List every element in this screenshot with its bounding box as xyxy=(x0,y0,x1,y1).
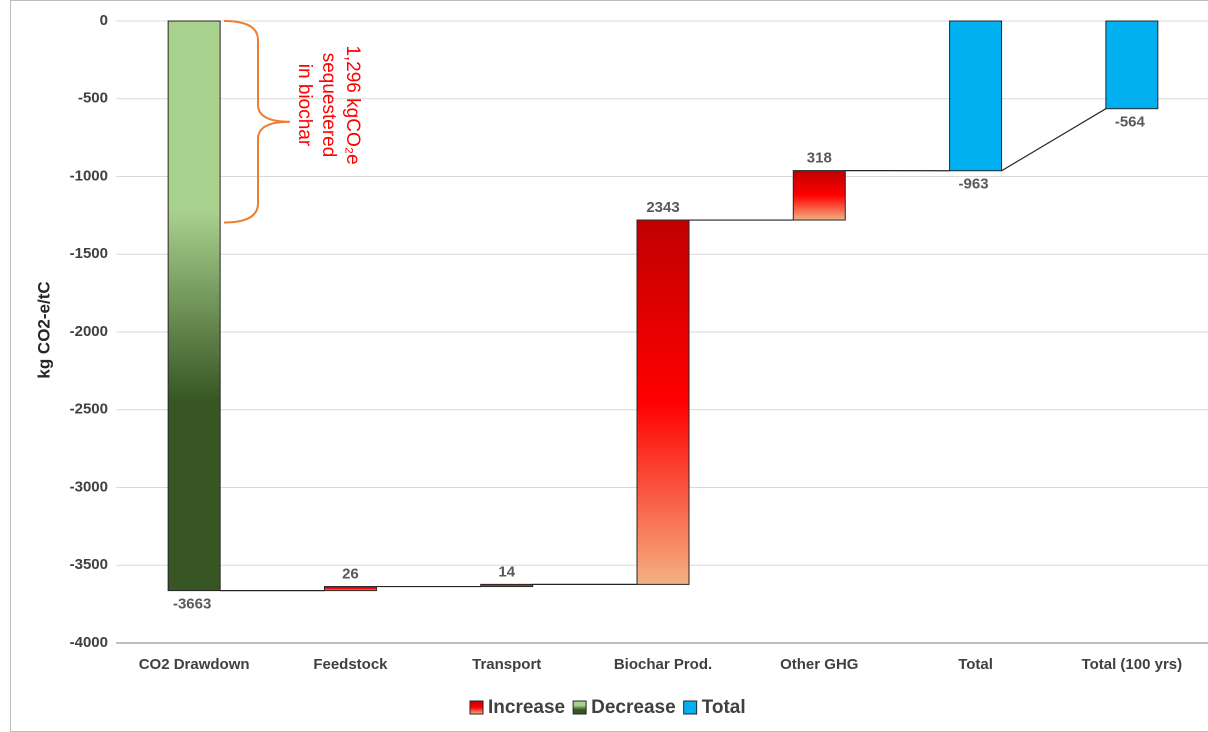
value-label: 14 xyxy=(498,563,515,580)
annotation-text: sequestered xyxy=(318,53,339,158)
y-tick-label: -2000 xyxy=(70,323,108,340)
y-tick-label: -1000 xyxy=(70,167,108,184)
y-tick-label: -1500 xyxy=(70,245,108,262)
legend-swatch xyxy=(572,700,587,715)
y-tick-label: -4000 xyxy=(70,634,108,651)
legend-swatch xyxy=(683,700,698,715)
value-label: -564 xyxy=(1115,114,1146,131)
value-label: -3663 xyxy=(173,596,211,613)
brace xyxy=(223,20,291,224)
connector xyxy=(1001,108,1107,172)
y-tick-label: -500 xyxy=(78,90,108,107)
bar xyxy=(1105,20,1159,110)
legend-label: Increase xyxy=(488,697,565,718)
y-tick-label: 0 xyxy=(100,12,108,29)
x-tick-label: Transport xyxy=(472,656,541,673)
value-label: 318 xyxy=(807,150,832,167)
value-label: 2343 xyxy=(646,199,679,216)
y-tick-label: -2500 xyxy=(70,401,108,418)
annotation-text: in biochar xyxy=(294,64,315,147)
bar xyxy=(167,20,221,592)
x-tick-label: Total (100 yrs) xyxy=(1082,656,1183,673)
y-tick-label: -3000 xyxy=(70,478,108,495)
bar xyxy=(480,583,534,588)
bar xyxy=(636,219,690,585)
bar xyxy=(949,20,1003,172)
x-tick-label: Biochar Prod. xyxy=(614,656,712,673)
x-tick-label: Other GHG xyxy=(780,656,858,673)
x-tick-label: Feedstock xyxy=(313,656,388,673)
value-label: -963 xyxy=(959,176,989,193)
x-tick-label: Total xyxy=(958,656,993,673)
value-label: 26 xyxy=(342,566,359,583)
y-tick-label: -3500 xyxy=(70,556,108,573)
bar xyxy=(323,586,377,592)
x-tick-label: CO2 Drawdown xyxy=(139,656,250,673)
y-axis-label: kg CO2-e/tC xyxy=(34,281,53,378)
annotation-text: 1,296 kgCO₂e xyxy=(342,45,363,164)
legend-swatch xyxy=(469,700,484,715)
legend-label: Decrease xyxy=(591,697,676,718)
legend-label: Total xyxy=(702,697,746,718)
bar xyxy=(792,170,846,221)
